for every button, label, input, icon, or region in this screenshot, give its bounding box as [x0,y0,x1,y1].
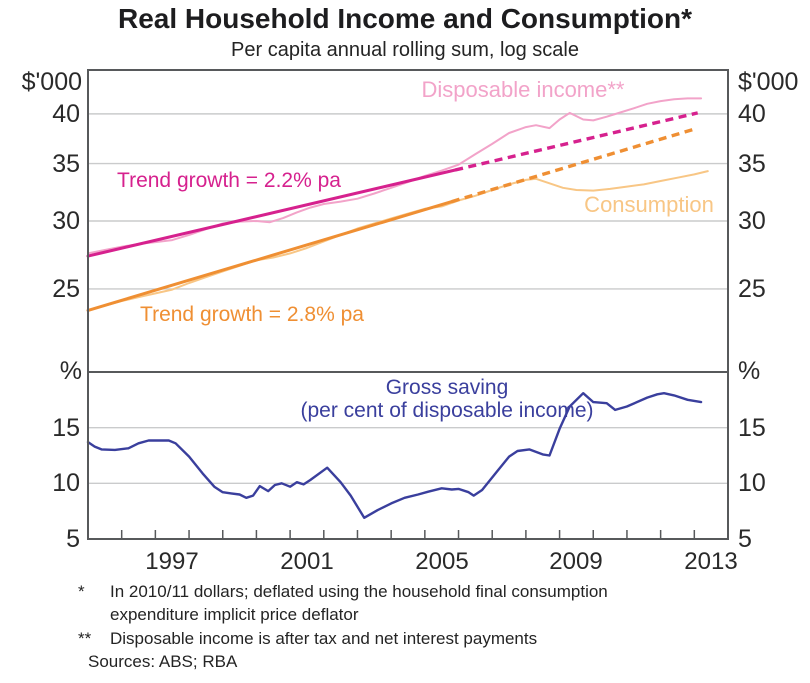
y-tick-label-right: 35 [738,150,766,178]
x-tick-label: 2001 [280,548,334,575]
y-tick-label-right: 5 [738,525,752,553]
y-tick-label-left: 10 [52,469,80,497]
footnote-2-text: Disposable income is after tax and net i… [110,627,537,650]
gross-saving-label: Gross saving [385,376,509,399]
x-tick-label: 2013 [684,548,738,575]
footnote-1-text: In 2010/11 dollars; deflated using the h… [110,580,608,626]
footnote-1-line-2: expenditure implicit price deflator [110,605,359,624]
x-tick-label: 1997 [145,548,199,575]
x-tick-label: 2009 [549,548,603,575]
footnote-2-line-1: Disposable income is after tax and net i… [110,629,538,648]
consumption-trend-label: Trend growth = 2.8% pa [140,303,364,326]
sources-line: Sources: ABS; RBA [88,652,238,671]
disposable-income-label: Disposable income** [421,77,625,102]
series-income-trend-solid [86,168,457,258]
y-tick-label-right: 25 [738,275,766,303]
y-tick-label-right: 15 [738,414,766,442]
chart-subtitle: Per capita annual rolling sum, log scale [231,39,579,61]
y-axis-unit-left: $'000 [21,68,82,96]
plot-frame [87,69,729,540]
series-consumption-trend-solid [86,200,454,312]
y-tick-label-left: 5 [66,525,80,553]
series-consumption-trend-projection [451,127,695,204]
y-tick-label-right: 40 [738,100,766,128]
y-axis-unit-left: % [59,357,82,385]
series-income-trend-projection [454,111,699,172]
y-tick-label-left: 30 [52,207,80,235]
y-tick-label-left: 15 [52,414,80,442]
footnote-2-marker: ** [78,629,92,648]
y-tick-label-right: 10 [738,469,766,497]
footnote-1-line-1: In 2010/11 dollars; deflated using the h… [110,582,608,601]
y-tick-label-left: 35 [52,150,80,178]
gross-saving-sublabel: (per cent of disposable income) [300,399,594,422]
chart-title: Real Household Income and Consumption* [117,3,693,34]
y-tick-label-left: 25 [52,275,80,303]
footnote-1-marker: * [78,582,85,601]
series-gross-saving [86,392,703,519]
footnote-1: * In 2010/11 dollars; deflated using the… [78,580,663,626]
income-trend-label: Trend growth = 2.2% pa [117,169,341,192]
footnote-2: ** Disposable income is after tax and ne… [78,627,663,650]
x-tick-label: 2005 [415,548,469,575]
y-tick-label-right: 30 [738,207,766,235]
consumption-label: Consumption [584,192,714,217]
y-axis-unit-right: % [738,357,761,385]
y-tick-label-left: 40 [52,100,80,128]
y-axis-unit-right: $'000 [738,68,799,96]
